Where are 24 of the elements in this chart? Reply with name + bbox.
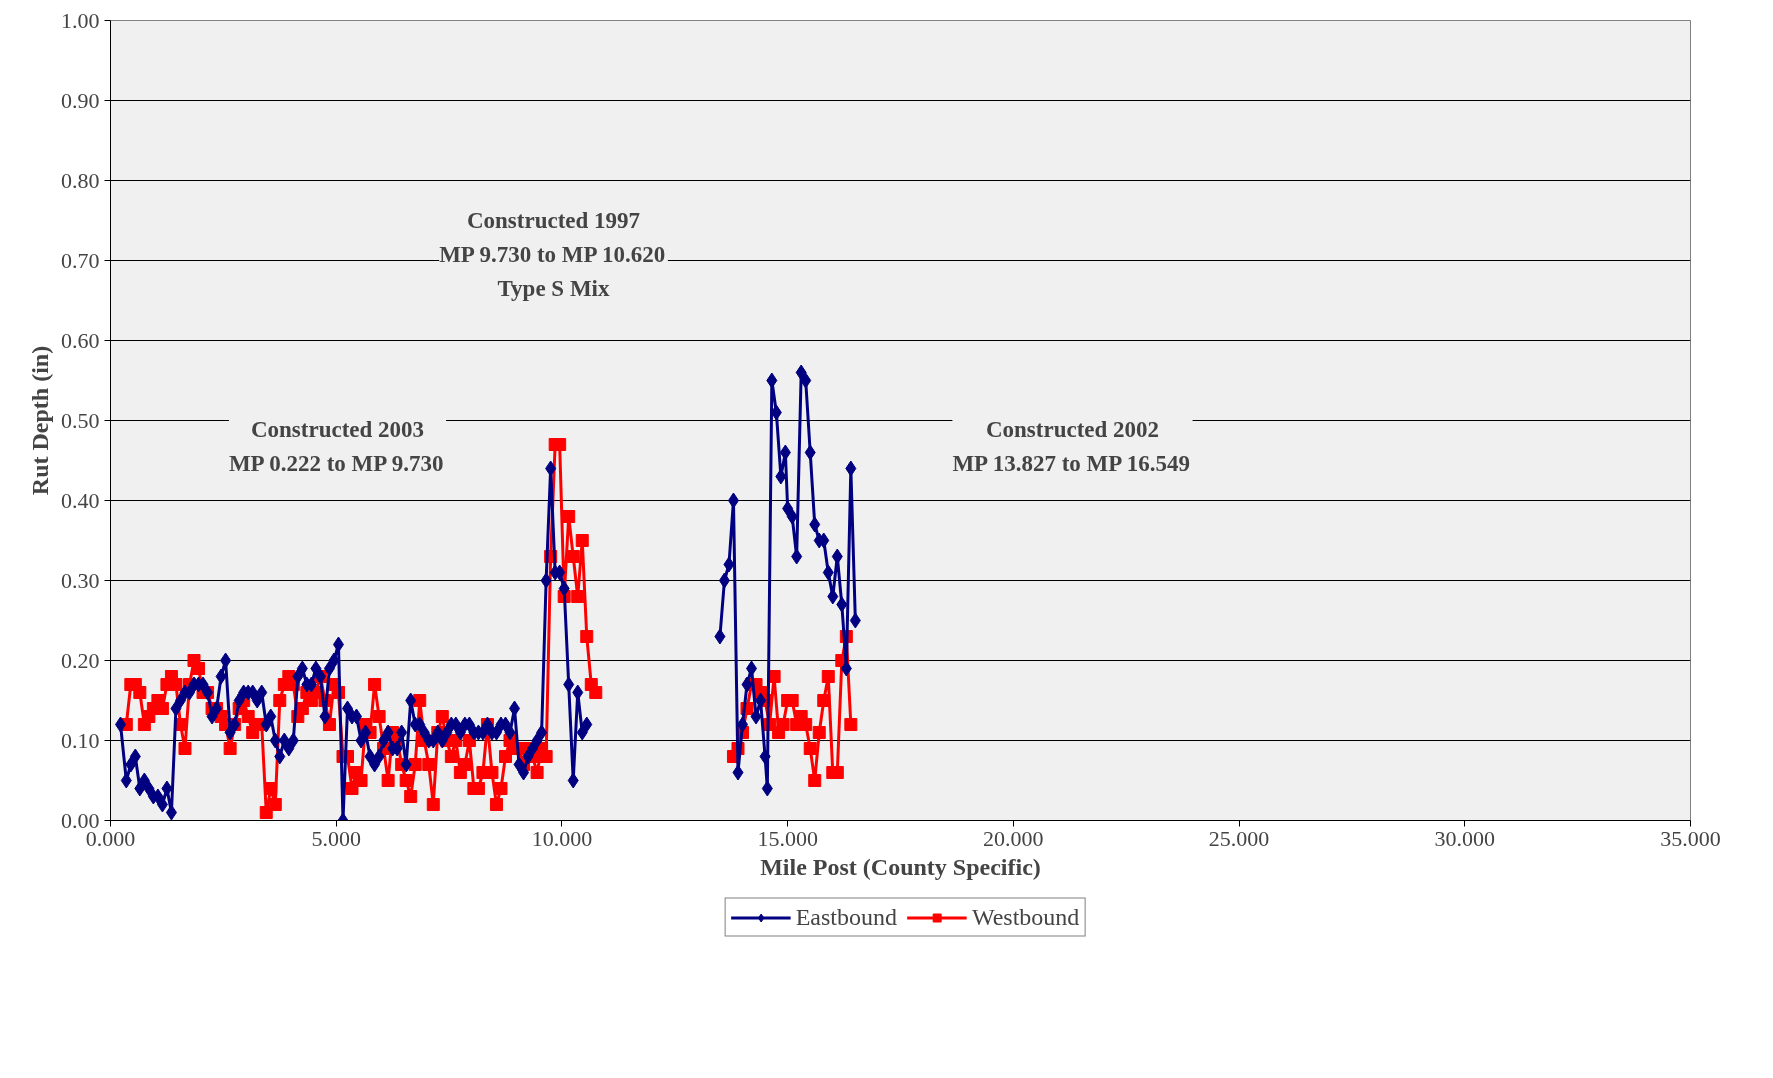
y-tick-label: 0.90 (61, 87, 100, 113)
x-axis-title: Mile Post (County Specific) (760, 853, 1041, 880)
y-tick-label: 0.20 (61, 647, 100, 673)
x-tick-label: 10.000 (531, 825, 593, 851)
y-tick-label: 0.30 (61, 567, 100, 593)
x-tick-label: 5.000 (311, 825, 361, 851)
y-tick-label: 0.10 (61, 727, 100, 753)
y-axis-title: Rut Depth (in) (27, 345, 53, 496)
x-tick-label: 35.000 (1660, 825, 1721, 851)
y-tick-label: 0.80 (61, 167, 100, 193)
annotation: Constructed 2002 MP 13.827 to MP 16.549 (952, 416, 1191, 476)
annotation: Constructed 2003 MP 0.222 to MP 9.730 (228, 416, 444, 476)
x-tick-label: 20.000 (983, 825, 1044, 851)
x-tick-label: 25.000 (1208, 825, 1270, 851)
x-tick-label: 30.000 (1434, 825, 1496, 851)
y-tick-label: 0.70 (61, 247, 100, 273)
x-tick-label: 15.000 (757, 825, 818, 851)
annotation: Constructed 1997 MP 9.730 to MP 10.620 Type S Mix (439, 208, 666, 301)
legend-label: Westbound (971, 903, 1080, 931)
legend-label: Eastbound (795, 903, 897, 931)
y-tick-label: 1.00 (61, 7, 100, 33)
y-tick-label: 0.50 (61, 407, 100, 433)
y-tick-label: 0.40 (61, 487, 100, 513)
y-tick-label: 0.60 (61, 327, 100, 353)
